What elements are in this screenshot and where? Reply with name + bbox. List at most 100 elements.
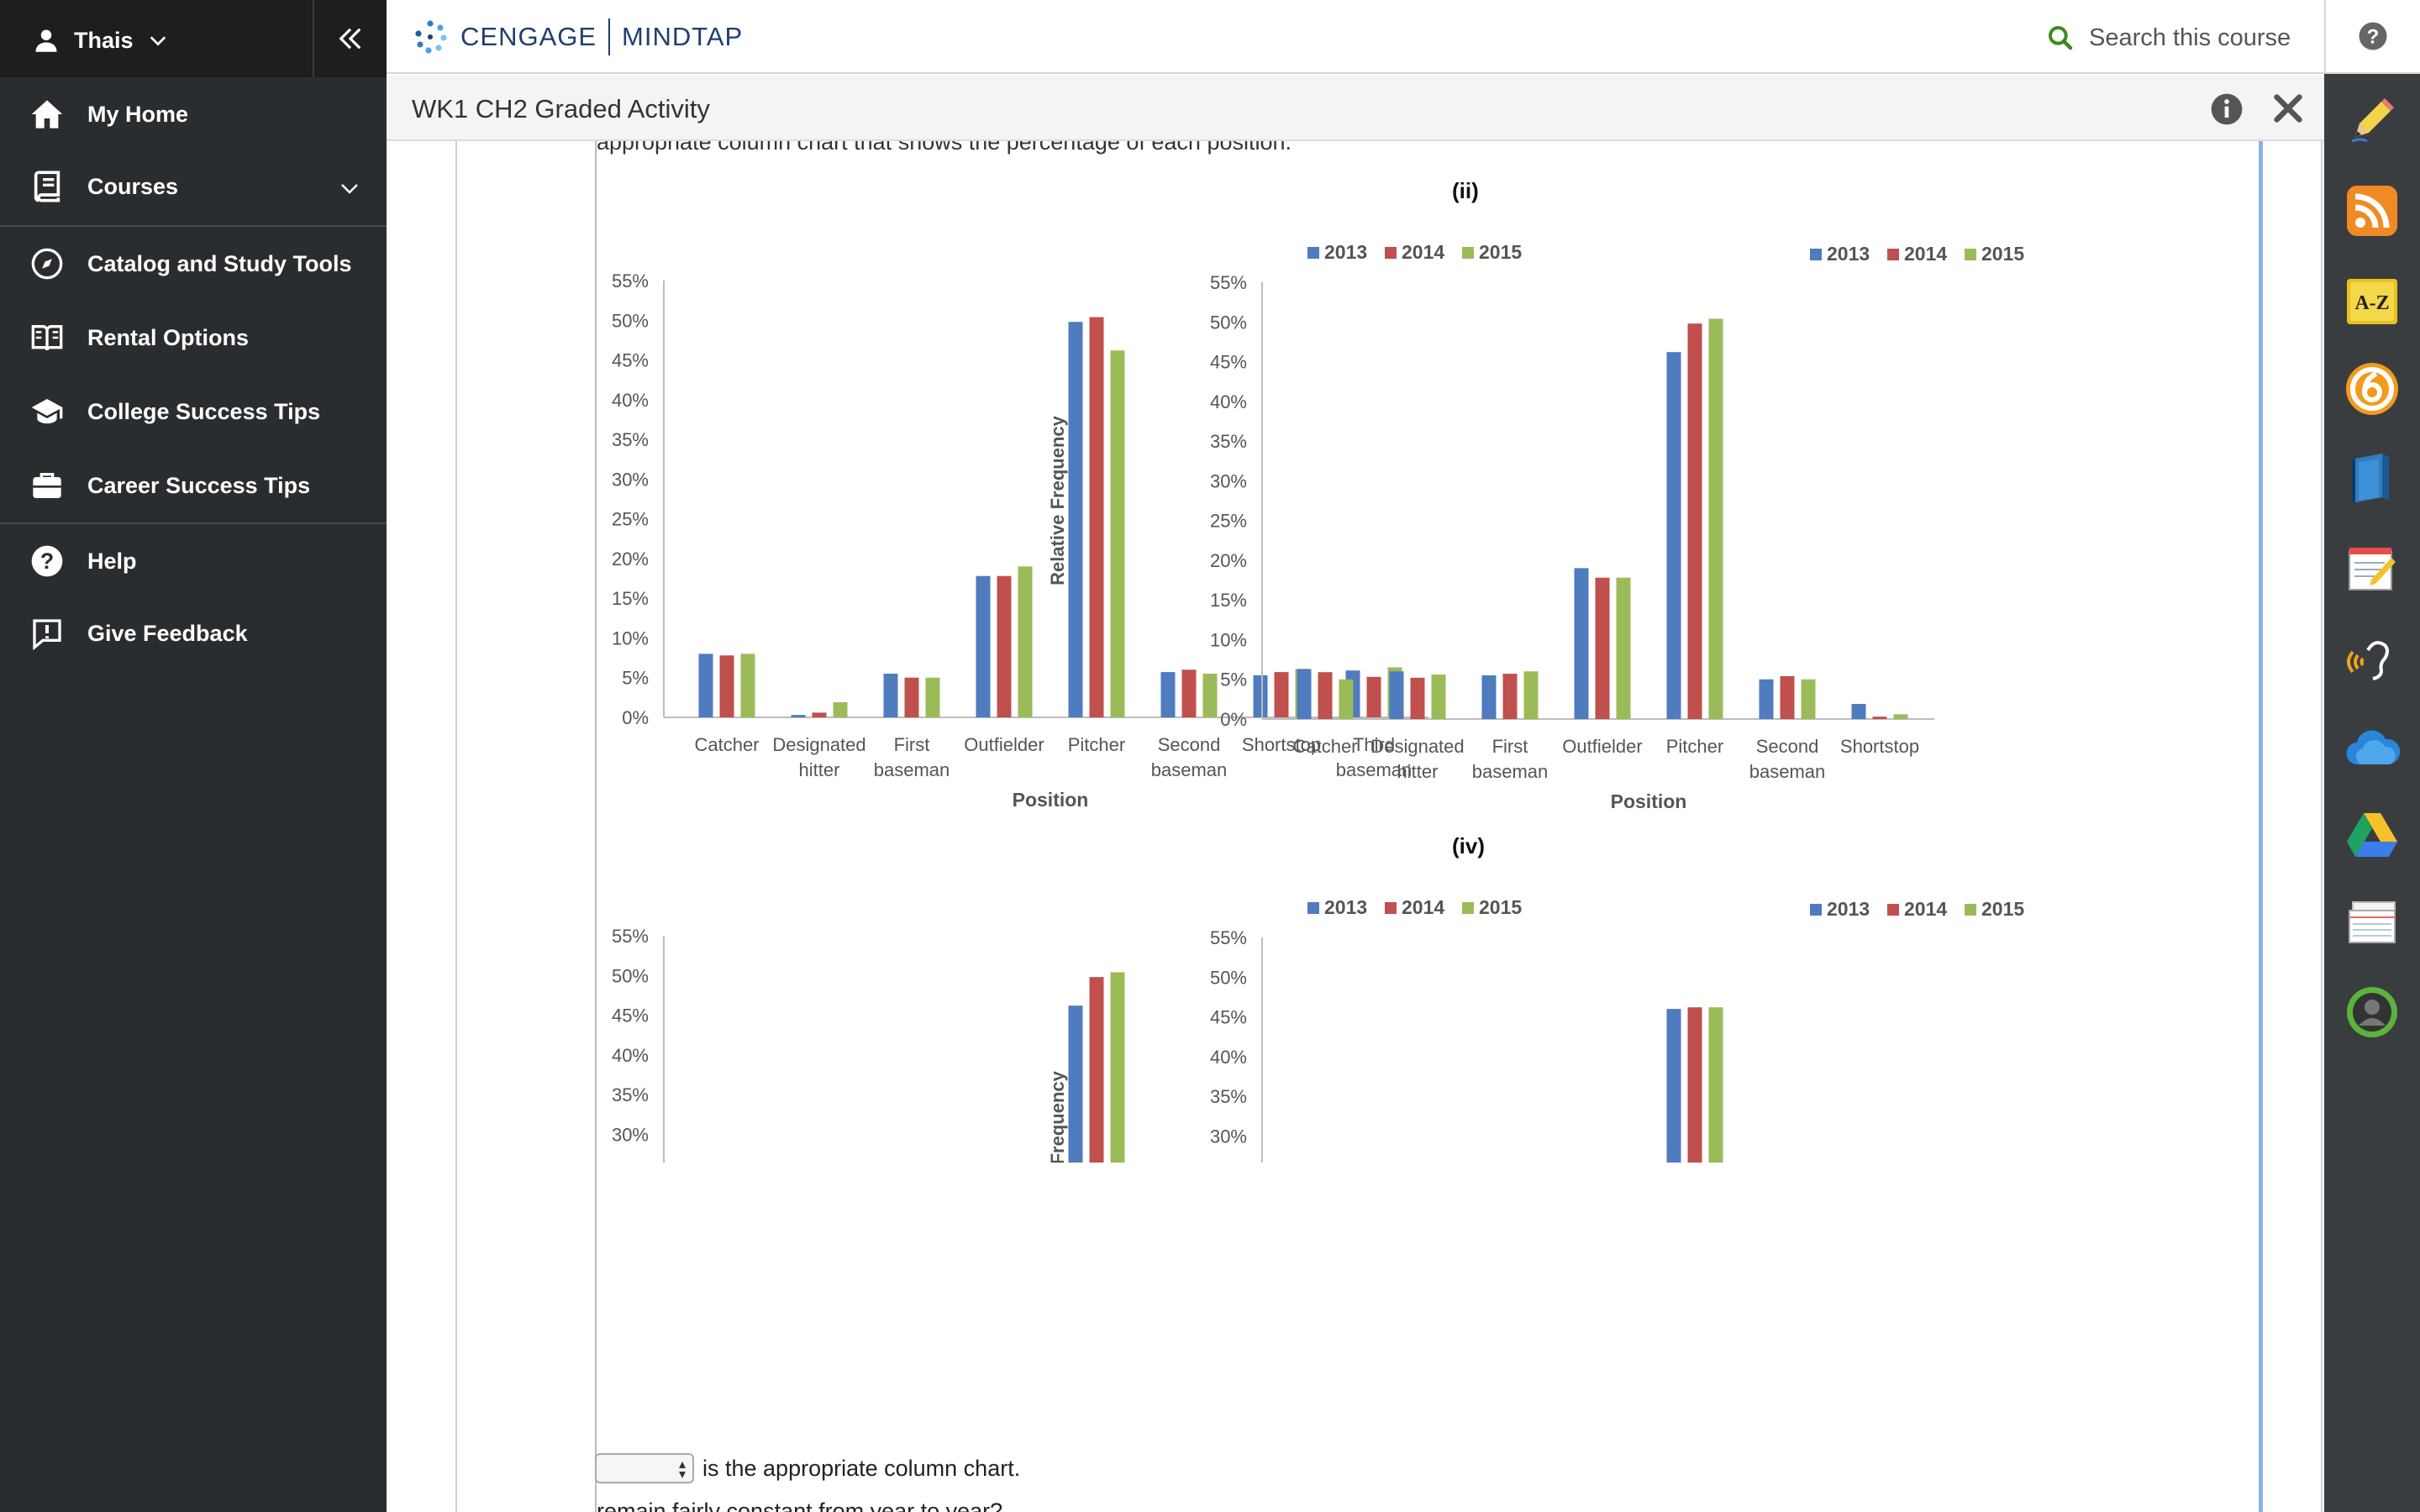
sidebar-item-courses[interactable]: Courses [0,153,387,220]
frame-border [455,141,457,1512]
category-label: hitter [1397,761,1439,782]
frame-border [595,141,597,1512]
graduation-cap-icon [31,399,63,424]
bar [1089,977,1104,1163]
answer-row: ▴ ▾ is the appropriate column chart. [595,1452,1020,1485]
category-label: Pitcher [1666,736,1723,757]
chevron-down-icon [150,36,166,46]
y-tick-label: 55% [1210,272,1247,293]
legend-swatch [1887,904,1899,916]
sidebar-item-college-success-tips[interactable]: College Success Tips [0,378,387,445]
sidebar-item-label: Rental Options [87,324,250,350]
chevron-down-icon[interactable] [339,178,360,198]
rss-tool[interactable] [2344,183,2400,239]
question-circle-icon: ? [31,545,63,577]
legend-swatch [1965,249,1976,260]
bar [1708,318,1723,719]
sidebar-item-help[interactable]: ? Help [0,528,387,595]
activity-title: WK1 CH2 Graded Activity [412,94,710,123]
bar [1687,1007,1702,1163]
app-toolbar: ? A-Z [2324,0,2420,1512]
bar [1780,675,1795,719]
bar [1410,677,1425,719]
sidebar-item-give-feedback[interactable]: Give Feedback [0,600,387,667]
answer-select[interactable]: ▴ ▾ [595,1453,694,1483]
legend-swatch [1887,249,1899,260]
question-text: appropriate column chart that shows the … [597,141,1292,155]
user-menu[interactable]: Thais [34,24,167,57]
notes-pencil-tool[interactable] [2344,92,2400,148]
chart-label: (iv) [1452,833,1485,858]
bar [740,654,755,717]
legend-swatch [1307,247,1319,259]
glossary-tool[interactable]: A-Z [2344,274,2400,329]
frame-border [2321,141,2323,1512]
frame-scrollbar[interactable] [2259,141,2263,1512]
y-tick-label: 50% [612,310,649,331]
flashcards-tool[interactable] [2344,895,2400,951]
sidebar-item-catalog[interactable]: Catalog and Study Tools [0,230,387,297]
bar [1339,679,1354,719]
legend-swatch [1810,249,1822,260]
legend-label: 2015 [1981,243,2024,265]
y-tick-label: 15% [612,588,649,609]
search-input[interactable] [2089,24,2307,52]
profile-tool[interactable] [2344,984,2400,1040]
sidebar-item-career-success-tips[interactable]: Career Success Tips [0,452,387,519]
category-label: baseman [1749,761,1826,782]
legend-swatch [1462,902,1474,914]
sidebar-item-label: My Home [87,101,189,127]
y-tick-label: 30% [612,1124,649,1145]
category-label: First [894,734,930,755]
sidebar-item-label: Help [87,548,137,574]
user-name: Thais [74,27,134,53]
bar [1431,675,1446,719]
close-icon[interactable] [2269,89,2307,128]
question-circle-icon: ? [2359,22,2387,50]
bar [1110,972,1125,1163]
activity-header: WK1 CH2 Graded Activity [387,76,2324,141]
y-tick-label: 20% [1210,550,1247,571]
y-tick-label: 25% [612,509,649,530]
category-label: Catcher [694,734,759,755]
a-z-glossary-icon: A-Z [2347,279,2397,324]
legend-label: 2013 [1827,898,1870,920]
bar [1181,669,1197,717]
compass-icon [31,248,63,280]
next-question-text: remain fairly constant from year to year… [597,1499,1003,1512]
y-tick-label: 40% [612,390,649,411]
bar [976,575,991,717]
y-tick-label: 35% [612,1084,649,1105]
google-drive-tool[interactable] [2344,808,2400,864]
info-icon[interactable] [2210,92,2244,126]
chart-group: 0% 5% 10% 15% 20% 25% 30% 35% 40% 45% 50% 55% Relati… [1047,243,2024,812]
avatar-icon [2347,987,2397,1037]
sidebar: Thais My Home Courses Catalog and Study … [0,0,387,1512]
notebook-tool[interactable] [2344,541,2400,596]
sidebar-item-label: Courses [87,173,179,199]
ebook-tool[interactable] [2344,450,2400,506]
bar [1801,679,1816,719]
onedrive-tool[interactable] [2344,721,2400,776]
collapse-sidebar-button[interactable] [313,0,387,77]
sidebar-item-rental-options[interactable]: Rental Options [0,304,387,371]
help-button[interactable]: ? [2324,0,2420,74]
category-label: Designated [772,734,865,755]
y-tick-label: 40% [1210,1047,1247,1068]
search-box[interactable] [2047,20,2307,55]
product-name: MINDTAP [622,22,744,51]
sidebar-item-my-home[interactable]: My Home [0,81,387,148]
readspeaker-tool[interactable] [2344,632,2400,687]
legend-label: 2014 [1904,898,1947,920]
bar [1523,671,1539,719]
legend-label: 2015 [1479,896,1522,918]
top-bar: CENGAGE MINDTAP [387,0,2324,74]
cengage-mindtap-logo[interactable]: CENGAGE MINDTAP [412,15,743,59]
y-tick-label: 50% [612,965,649,986]
legend-swatch [1810,904,1822,916]
bar [925,677,940,717]
bar [1872,717,1887,719]
y-tick-label: 20% [612,549,649,570]
bar [1389,671,1404,719]
aplia-tool[interactable] [2344,361,2400,417]
